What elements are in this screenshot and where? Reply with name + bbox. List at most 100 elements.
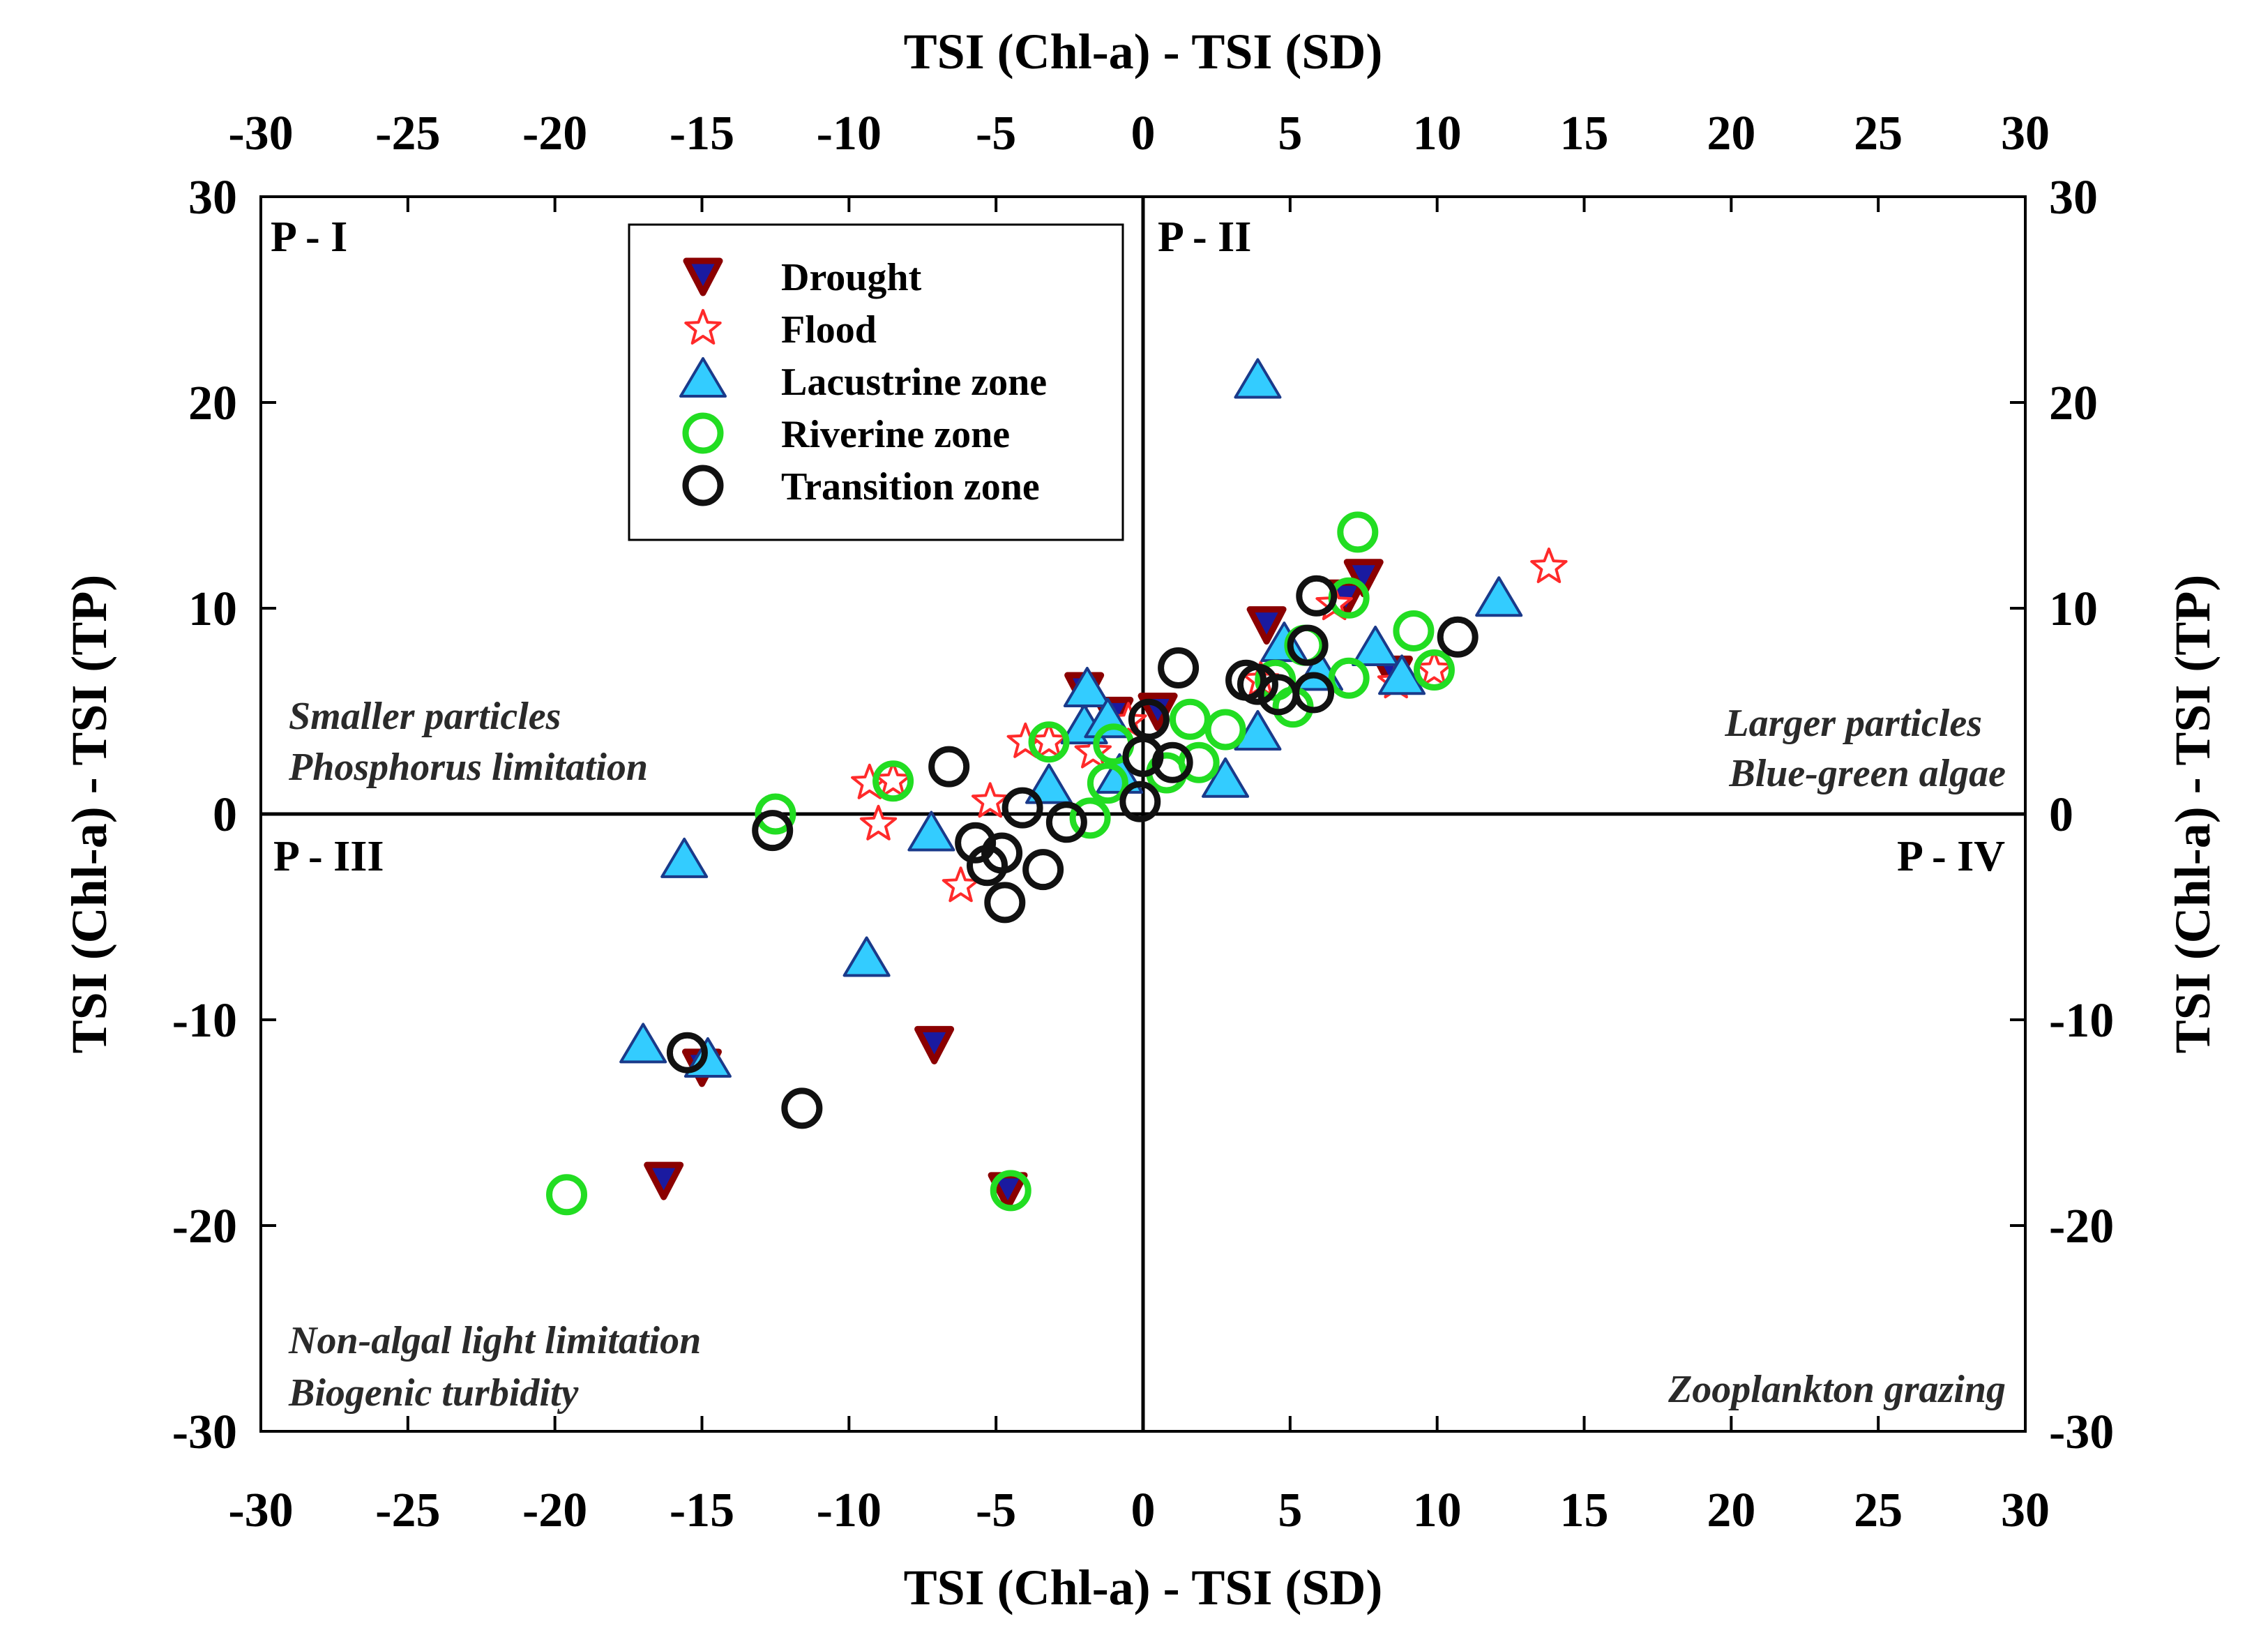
legend: Drought Flood Lacustrine zone Riverine zone… <box>628 223 1124 541</box>
lacustrine-zone-point <box>907 811 955 852</box>
riverine-zone-point <box>1169 698 1211 740</box>
top-x-axis-title: TSI (Chl-a) - TSI (SD) <box>904 24 1383 80</box>
transition-zone-point <box>981 832 1023 874</box>
annotation-lower-left-line-2: Biogenic turbidity <box>288 1371 579 1415</box>
y-tick-label-right: 30 <box>2049 171 2098 225</box>
y-tick-label-left: 10 <box>188 582 237 636</box>
legend-marker-transition-zone <box>682 465 724 506</box>
x-tick-label-top: -20 <box>522 107 587 160</box>
lacustrine-zone-point <box>842 936 891 977</box>
flood-point <box>1415 650 1453 686</box>
legend-label-drought: Drought <box>781 256 922 299</box>
riverine-zone-point <box>1328 657 1370 699</box>
lacustrine-zone-point <box>1025 763 1073 804</box>
transition-zone-point <box>666 1032 708 1073</box>
transition-zone-point <box>1296 575 1338 617</box>
lacustrine-zone-point <box>1475 576 1523 617</box>
y-tick-label-left: 30 <box>188 171 237 225</box>
x-tick-label-top: -30 <box>228 107 293 160</box>
transition-zone-point <box>1001 787 1043 829</box>
x-tick-label-bottom: -25 <box>375 1484 440 1537</box>
x-tick-label-bottom: 15 <box>1560 1484 1609 1537</box>
axis-ticks: -30 -30 -25 -25 -20 -20 -15 -15 -10 -10 -5 -5 0 0 5 5 10… <box>172 107 2115 1537</box>
transition-zone-point <box>1237 663 1278 705</box>
lacustrine-zone-point <box>1202 757 1250 798</box>
y-tick-label-right: -10 <box>2049 994 2114 1048</box>
annotation-upper-right-line-1: Larger particles <box>1724 702 1982 745</box>
riverine-zone-point <box>1413 649 1455 691</box>
x-tick-label-bottom: 0 <box>1131 1484 1156 1537</box>
riverine-zone-point <box>1178 741 1220 783</box>
lacustrine-zone-point <box>660 837 709 878</box>
x-tick-label-bottom: -10 <box>817 1484 882 1537</box>
transition-zone-point <box>1119 781 1161 822</box>
lacustrine-zone-point <box>619 1023 667 1064</box>
riverine-zone-point <box>990 1170 1031 1212</box>
quadrant-label-p1: P - I <box>271 213 347 261</box>
x-tick-label-bottom: -15 <box>670 1484 734 1537</box>
riverine-zone-point <box>872 760 914 802</box>
drought-point <box>1343 559 1384 598</box>
y-tick-label-left: 20 <box>188 377 237 430</box>
series-transition-zone <box>666 575 1479 1129</box>
right-y-axis-title: TSI (Chl-a) - TSI (TP) <box>2165 575 2221 1054</box>
transition-zone-point <box>984 882 1026 924</box>
annotation-lower-right-line-1: Zooplankton grazing <box>1668 1368 2006 1411</box>
x-tick-label-bottom: -30 <box>228 1484 293 1537</box>
series-drought <box>644 559 1413 1211</box>
y-tick-label-right: -30 <box>2049 1406 2114 1459</box>
riverine-zone-point <box>1204 709 1246 751</box>
transition-zone-point <box>1045 801 1087 843</box>
annotation-upper-left-line-2: Phosphorus limitation <box>288 746 648 789</box>
legend-marker-flood <box>684 309 722 345</box>
transition-zone-point <box>1293 672 1335 714</box>
legend-marker-lacustrine-zone <box>679 357 727 398</box>
bottom-x-axis-title: TSI (Chl-a) - TSI (SD) <box>904 1560 1383 1615</box>
x-tick-label-top: 10 <box>1413 107 1462 160</box>
flood-point <box>1074 732 1112 769</box>
quadrant-label-p3: P - III <box>273 833 384 880</box>
x-tick-label-top: 15 <box>1560 107 1609 160</box>
y-tick-label-right: 0 <box>2049 788 2073 842</box>
annotation-upper-left-line-1: Smaller particles <box>289 695 561 738</box>
x-tick-label-top: -15 <box>670 107 734 160</box>
riverine-zone-point <box>546 1174 588 1216</box>
riverine-zone-point <box>1087 762 1128 804</box>
flood-point <box>874 761 912 797</box>
quadrant-label-p2: P - II <box>1158 213 1251 261</box>
x-tick-label-bottom: 10 <box>1413 1484 1462 1537</box>
lacustrine-zone-point <box>1234 709 1282 751</box>
annotation-upper-right-line-2: Blue-green algae <box>1728 752 2006 795</box>
x-tick-label-bottom: 20 <box>1707 1484 1755 1537</box>
drought-point <box>914 1025 955 1064</box>
y-tick-label-right: 10 <box>2049 582 2098 636</box>
lacustrine-zone-point <box>1063 667 1111 707</box>
riverine-zone-point <box>755 793 796 835</box>
riverine-zone-point <box>1393 610 1435 651</box>
transition-zone-point <box>928 746 970 788</box>
left-y-axis-title: TSI (Chl-a) - TSI (TP) <box>61 575 117 1054</box>
transition-zone-point <box>1158 647 1200 689</box>
legend-label-lacustrine-zone: Lacustrine zone <box>781 361 1047 404</box>
riverine-zone-point <box>1337 511 1379 553</box>
x-tick-label-bottom: 5 <box>1278 1484 1302 1537</box>
x-tick-label-top: 0 <box>1131 107 1156 160</box>
flood-point <box>859 804 898 841</box>
flood-point <box>972 782 1009 818</box>
lacustrine-zone-point <box>1352 626 1400 666</box>
lacustrine-zone-point <box>1378 654 1426 695</box>
transition-zone-point <box>1128 698 1170 740</box>
x-tick-label-top: -10 <box>817 107 882 160</box>
legend-label-riverine-zone: Riverine zone <box>781 413 1010 456</box>
x-tick-label-bottom: -5 <box>976 1484 1016 1537</box>
flood-point <box>1030 722 1068 758</box>
x-tick-label-top: 20 <box>1707 107 1755 160</box>
x-tick-label-bottom: 25 <box>1854 1484 1903 1537</box>
quadrant-label-p4: P - IV <box>1897 833 2005 880</box>
series-lacustrine-zone <box>619 358 1523 1078</box>
x-tick-label-top: 5 <box>1278 107 1302 160</box>
riverine-zone-point <box>1028 721 1070 763</box>
x-tick-label-bottom: 30 <box>2001 1484 2050 1537</box>
annotation-lower-left-line-1: Non-algal light limitation <box>288 1319 701 1362</box>
